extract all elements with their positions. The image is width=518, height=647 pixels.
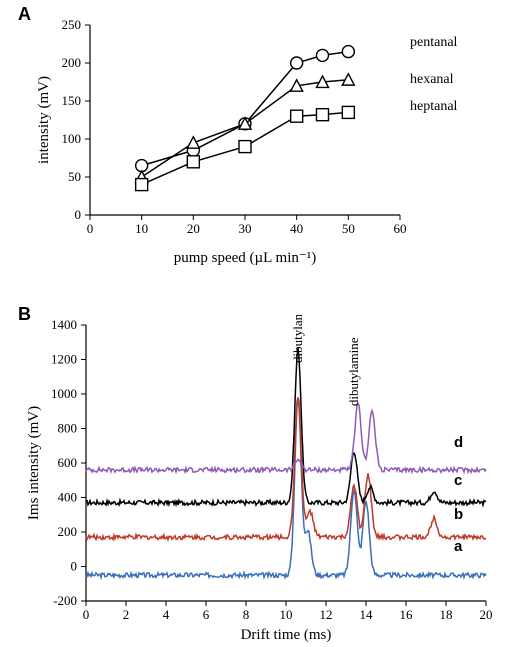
marker-circle [342,46,354,58]
trace-label-b: b [454,506,463,523]
ytick-label: 1200 [51,352,77,367]
xtick-label: 14 [360,607,374,622]
ytick-label: 400 [58,490,78,505]
ytick-label: 100 [62,131,82,146]
xtick-label: 0 [83,607,90,622]
peak-label: dibutylamine [346,337,361,406]
ytick-label: -200 [53,593,77,608]
series-label-heptanal: heptanal [410,99,458,114]
x-axis-label: Drift time (ms) [241,627,332,643]
xtick-label: 0 [87,221,94,236]
xtick-label: 2 [123,607,130,622]
panel-b-chart: 0 2 4 6 8 10 12 14 16 18 20 -200 0 200 400 600 800 1000 12… [24,315,504,645]
xtick-label: 12 [320,607,333,622]
marker-circle [291,57,303,69]
marker-triangle [187,137,199,148]
xtick-label: 18 [440,607,453,622]
marker-square [136,179,148,191]
xtick-label: 8 [243,607,250,622]
marker-square [291,110,303,122]
marker-circle [317,49,329,61]
series-label-pentanal: pentanal [410,35,458,50]
xtick-label: 10 [135,221,148,236]
trace-a [86,399,486,578]
panel-a-chart: 0 10 20 30 40 50 60 0 50 100 150 200 250 pump speed (… [30,10,500,270]
y-axis-label: Ims intensity (mV) [26,406,42,520]
xtick-label: 40 [290,221,303,236]
trace-d [86,403,486,472]
xtick-label: 10 [280,607,293,622]
xtick-label: 20 [187,221,200,236]
ytick-label: 50 [68,169,81,184]
marker-square [239,141,251,153]
ytick-label: 200 [58,524,78,539]
xtick-label: 4 [163,607,170,622]
trace-label-a: a [454,538,463,555]
marker-square [342,106,354,118]
ytick-label: 0 [75,207,82,222]
peak-label: dibutylamine [290,315,305,363]
marker-square [187,156,199,168]
ytick-label: 600 [58,455,78,470]
xtick-label: 16 [400,607,414,622]
ytick-label: 150 [62,93,82,108]
ytick-label: 1400 [51,317,77,332]
ytick-label: 0 [71,559,78,574]
y-axis-label: intensity (mV) [36,76,52,164]
figure: A 0102030405060050100150200250pump speed… [0,0,518,647]
series-label-hexanal: hexanal [410,72,454,87]
marker-square [317,109,329,121]
xtick-label: 20 [480,607,493,622]
ytick-label: 200 [62,55,82,70]
trace-c [86,347,486,505]
ytick-label: 250 [62,17,82,32]
x-axis-label: pump speed (µL min⁻¹) [174,250,317,266]
trace-label-c: c [454,472,462,489]
trace-label-d: d [454,434,463,451]
ytick-label: 1000 [51,386,77,401]
xtick-label: 60 [394,221,407,236]
xtick-label: 50 [342,221,355,236]
ytick-label: 800 [58,421,78,436]
xtick-label: 6 [203,607,210,622]
xtick-label: 30 [239,221,252,236]
